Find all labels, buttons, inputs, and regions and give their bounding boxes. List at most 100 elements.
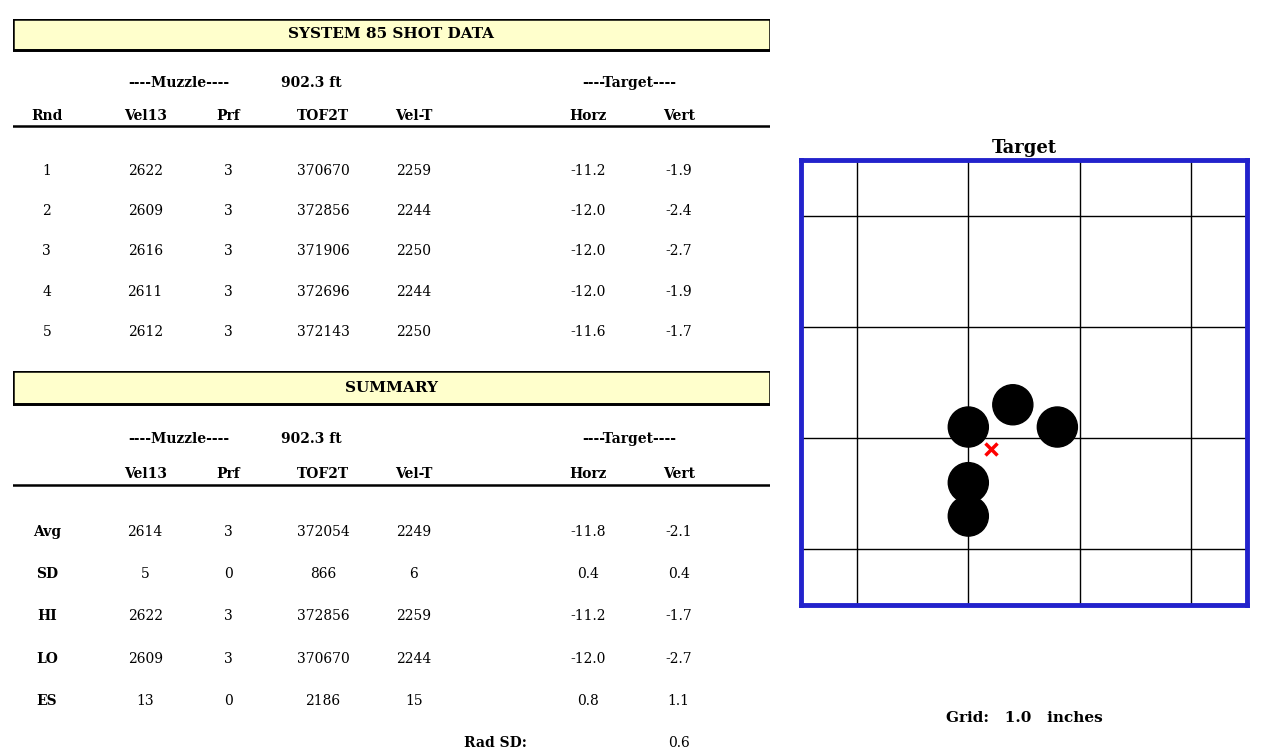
Text: 902.3 ft: 902.3 ft <box>281 76 342 90</box>
Text: 2609: 2609 <box>127 204 163 218</box>
Text: -2.7: -2.7 <box>665 244 692 259</box>
Text: -11.2: -11.2 <box>570 164 605 178</box>
Text: 3: 3 <box>224 525 233 539</box>
Text: 4: 4 <box>42 284 51 298</box>
Text: 2609: 2609 <box>127 652 163 666</box>
Text: 2249: 2249 <box>397 525 431 539</box>
Text: SUMMARY: SUMMARY <box>345 381 438 394</box>
Text: 370670: 370670 <box>296 652 350 666</box>
Text: Horz: Horz <box>570 109 607 123</box>
Text: 372696: 372696 <box>296 284 350 298</box>
Text: Prf: Prf <box>216 109 240 123</box>
Text: 2612: 2612 <box>127 325 163 339</box>
Text: 2259: 2259 <box>397 164 431 178</box>
Text: 0.4: 0.4 <box>668 567 689 581</box>
Text: -11.8: -11.8 <box>570 525 605 539</box>
Text: 2616: 2616 <box>127 244 163 259</box>
Text: 2250: 2250 <box>397 244 431 259</box>
Text: 2244: 2244 <box>396 284 431 298</box>
FancyBboxPatch shape <box>13 371 770 404</box>
Text: 3: 3 <box>224 610 233 623</box>
Text: Prf: Prf <box>216 466 240 481</box>
Text: 866: 866 <box>310 567 336 581</box>
Text: -1.7: -1.7 <box>665 610 692 623</box>
Text: -11.6: -11.6 <box>570 325 605 339</box>
Text: 2244: 2244 <box>396 204 431 218</box>
Text: ES: ES <box>37 694 57 708</box>
Text: SD: SD <box>36 567 57 581</box>
Text: Rad SD:: Rad SD: <box>464 736 528 750</box>
Circle shape <box>1038 407 1077 447</box>
Text: LO: LO <box>36 652 57 666</box>
Text: 0.8: 0.8 <box>577 694 599 708</box>
Text: -2.1: -2.1 <box>665 525 692 539</box>
Text: Horz: Horz <box>570 466 607 481</box>
Text: 0: 0 <box>224 694 233 708</box>
Text: 13: 13 <box>136 694 154 708</box>
Text: 1.1: 1.1 <box>668 694 689 708</box>
Text: 15: 15 <box>404 694 422 708</box>
Text: ----Target----: ----Target---- <box>583 432 677 446</box>
FancyBboxPatch shape <box>13 19 770 50</box>
Circle shape <box>949 463 988 503</box>
Text: Grid:   1.0   inches: Grid: 1.0 inches <box>945 712 1103 725</box>
Text: 2622: 2622 <box>127 164 163 178</box>
Text: 2250: 2250 <box>397 325 431 339</box>
Text: 3: 3 <box>224 244 233 259</box>
Text: Vel13: Vel13 <box>123 109 167 123</box>
Text: ----Target----: ----Target---- <box>583 76 677 90</box>
Text: 2614: 2614 <box>127 525 163 539</box>
Text: 0.4: 0.4 <box>577 567 599 581</box>
Text: 5: 5 <box>42 325 51 339</box>
Text: Vert: Vert <box>663 466 695 481</box>
Text: 372143: 372143 <box>296 325 350 339</box>
Text: 372054: 372054 <box>296 525 350 539</box>
Text: 3: 3 <box>224 164 233 178</box>
Text: SYSTEM 85 SHOT DATA: SYSTEM 85 SHOT DATA <box>289 28 494 41</box>
Text: 2611: 2611 <box>127 284 163 298</box>
Text: 5: 5 <box>141 567 150 581</box>
Text: 372856: 372856 <box>296 610 350 623</box>
Text: 6: 6 <box>410 567 418 581</box>
Text: -12.0: -12.0 <box>570 652 605 666</box>
Text: 1: 1 <box>42 164 51 178</box>
Circle shape <box>993 385 1033 424</box>
Text: Vel13: Vel13 <box>123 466 167 481</box>
Text: 2622: 2622 <box>127 610 163 623</box>
Text: ----Muzzle----: ----Muzzle---- <box>128 432 230 446</box>
Text: 372856: 372856 <box>296 204 350 218</box>
Text: 0.6: 0.6 <box>668 736 689 750</box>
Text: Vel-T: Vel-T <box>396 109 432 123</box>
Text: -2.4: -2.4 <box>665 204 692 218</box>
Text: -12.0: -12.0 <box>570 284 605 298</box>
Text: -1.9: -1.9 <box>665 284 692 298</box>
Text: -1.7: -1.7 <box>665 325 692 339</box>
Text: 3: 3 <box>224 284 233 298</box>
Text: 3: 3 <box>42 244 51 259</box>
Title: Target: Target <box>991 139 1057 157</box>
Text: -12.0: -12.0 <box>570 244 605 259</box>
Text: 2186: 2186 <box>305 694 341 708</box>
Text: 3: 3 <box>224 652 233 666</box>
Text: ----Muzzle----: ----Muzzle---- <box>128 76 230 90</box>
Text: -12.0: -12.0 <box>570 204 605 218</box>
Text: HI: HI <box>37 610 57 623</box>
Text: Rnd: Rnd <box>31 109 62 123</box>
Text: -11.2: -11.2 <box>570 610 605 623</box>
Circle shape <box>949 496 988 536</box>
Text: 2: 2 <box>42 204 51 218</box>
Text: Vert: Vert <box>663 109 695 123</box>
Text: 2259: 2259 <box>397 610 431 623</box>
Text: Vel-T: Vel-T <box>396 466 432 481</box>
Text: 3: 3 <box>224 325 233 339</box>
Text: 370670: 370670 <box>296 164 350 178</box>
Circle shape <box>949 407 988 447</box>
Text: -2.7: -2.7 <box>665 652 692 666</box>
Text: TOF2T: TOF2T <box>296 109 349 123</box>
Text: 0: 0 <box>224 567 233 581</box>
Text: 371906: 371906 <box>296 244 350 259</box>
Text: 2244: 2244 <box>396 652 431 666</box>
Text: TOF2T: TOF2T <box>296 466 349 481</box>
Text: 3: 3 <box>224 204 233 218</box>
Text: 902.3 ft: 902.3 ft <box>281 432 342 446</box>
